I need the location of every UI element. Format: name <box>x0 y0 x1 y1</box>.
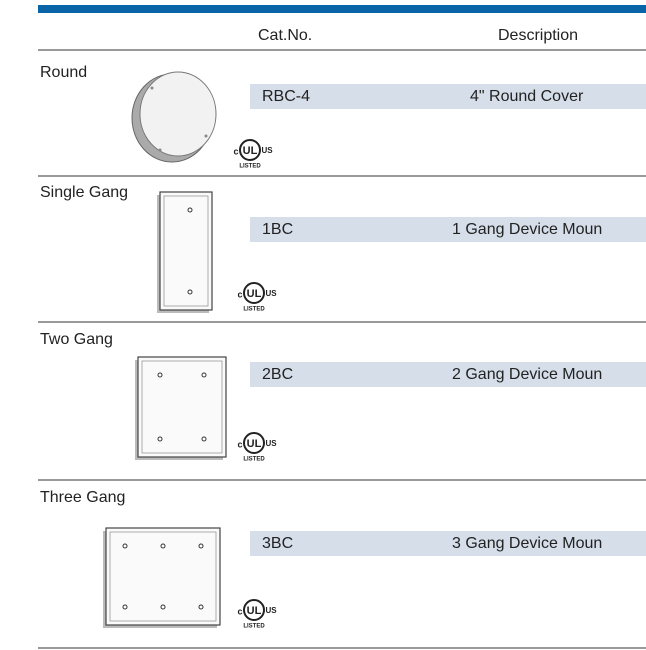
screw <box>150 86 154 90</box>
screw <box>198 543 204 549</box>
ul-c: c <box>237 606 242 616</box>
row-label: Two Gang <box>40 331 113 348</box>
ul-c: c <box>237 289 242 299</box>
plate-face <box>109 531 217 622</box>
row-band <box>250 531 646 556</box>
top-bar <box>38 5 646 13</box>
ul-circle <box>239 139 261 161</box>
ul-text: UL <box>247 438 262 450</box>
description: 1 Gang Device Moun <box>452 221 602 238</box>
plate <box>105 527 221 626</box>
ul-listed: LISTED <box>243 624 265 630</box>
description: 4" Round Cover <box>470 88 584 105</box>
ul-us: US <box>261 146 273 155</box>
description: 2 Gang Device Moun <box>452 366 602 383</box>
cat-no: 2BC <box>262 366 293 383</box>
ul-us: US <box>265 606 277 615</box>
row-label: Single Gang <box>40 184 128 201</box>
header-cat-no: Cat.No. <box>258 27 312 44</box>
ul-c: c <box>237 439 242 449</box>
row-band <box>250 362 646 387</box>
cat-no: 3BC <box>262 535 293 552</box>
plate <box>137 356 227 458</box>
row-label: Round <box>40 64 87 81</box>
ul-text: UL <box>247 288 262 300</box>
ul-listed: LISTED <box>243 457 265 463</box>
ul-us: US <box>265 289 277 298</box>
screw <box>187 207 193 213</box>
ul-circle <box>243 432 265 454</box>
ul-text: UL <box>247 605 262 617</box>
description: 3 Gang Device Moun <box>452 535 602 552</box>
ul-c: c <box>233 146 238 156</box>
screw <box>198 604 204 610</box>
screw <box>160 543 166 549</box>
cat-no: RBC-4 <box>262 88 310 105</box>
screw <box>157 436 163 442</box>
screw <box>160 604 166 610</box>
ul-listed: LISTED <box>243 307 265 313</box>
screw <box>201 436 207 442</box>
ul-text: UL <box>243 145 258 157</box>
row-band <box>250 84 646 109</box>
screw <box>157 372 163 378</box>
cat-no: 1BC <box>262 221 293 238</box>
plate-face <box>141 360 223 454</box>
screw <box>158 148 162 152</box>
ul-circle <box>243 599 265 621</box>
header-description: Description <box>498 27 578 44</box>
round-cover <box>139 71 217 157</box>
screw <box>204 134 208 138</box>
plate-face <box>163 195 209 307</box>
row-label: Three Gang <box>40 489 125 506</box>
plate <box>159 191 213 311</box>
row-band <box>250 217 646 242</box>
ul-listed: LISTED <box>239 164 261 170</box>
screw <box>201 372 207 378</box>
ul-us: US <box>265 439 277 448</box>
ul-circle <box>243 282 265 304</box>
screw <box>122 543 128 549</box>
screw <box>187 289 193 295</box>
screw <box>122 604 128 610</box>
